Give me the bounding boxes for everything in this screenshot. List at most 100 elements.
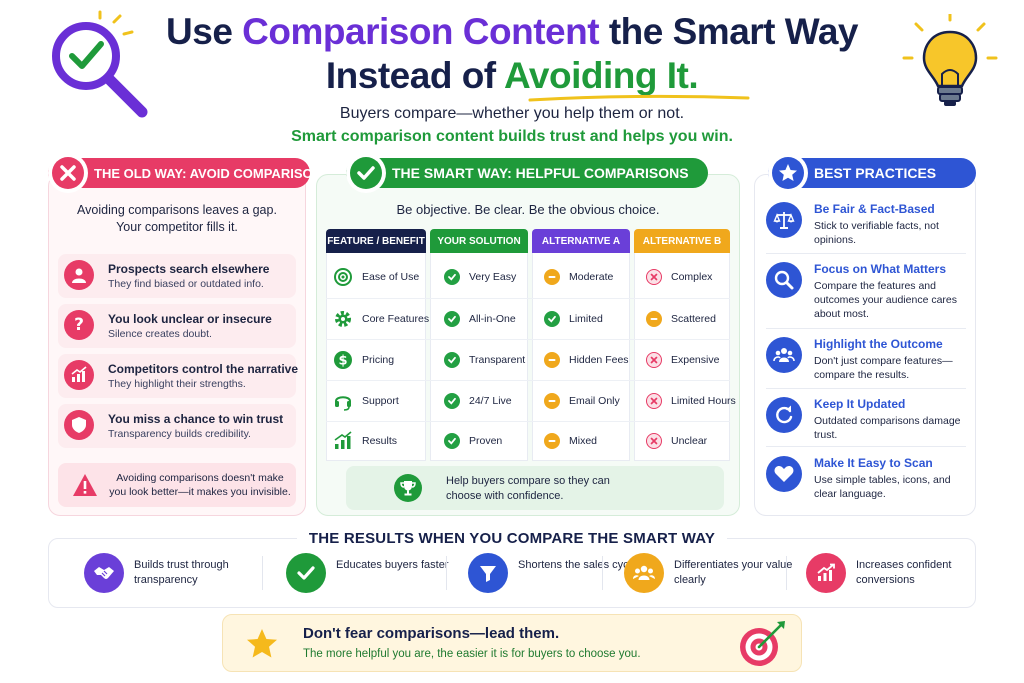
divider	[766, 328, 966, 329]
result-item: Differentiates your value clearly	[624, 553, 794, 593]
smart-way-heading: THE SMART WAY: HELPFUL COMPARISONS	[346, 153, 708, 193]
results-heading-label: THE RESULTS WHEN YOU COMPARE THE SMART W…	[296, 530, 728, 547]
old-way-item: You miss a chance to win trust Transpare…	[58, 404, 296, 448]
check-icon	[544, 311, 560, 327]
divider	[262, 556, 263, 590]
chart-up-icon	[64, 360, 94, 390]
best-practice-desc: Stick to verifiable facts, not opinions.	[814, 220, 939, 246]
check-icon	[444, 269, 460, 285]
growth-icon	[806, 553, 846, 593]
shield-icon	[64, 410, 94, 440]
your-solution-cell: All-in-One	[444, 299, 516, 339]
divider	[602, 556, 603, 590]
best-practice-title: Be Fair & Fact-Based	[814, 202, 935, 216]
x-icon	[646, 352, 662, 368]
scale-icon	[766, 202, 802, 238]
alternative-b-value: Scattered	[671, 313, 716, 325]
divider	[786, 556, 787, 590]
people-icon	[766, 337, 802, 373]
feature-cell: $ Pricing	[332, 340, 394, 380]
old-way-item: Competitors control the narrative They h…	[58, 354, 298, 398]
target-icon	[332, 266, 354, 288]
smart-way-intro: Be objective. Be clear. Be the obvious c…	[396, 202, 660, 217]
alternative-b-value: Unclear	[671, 435, 708, 447]
close-circle-icon	[48, 153, 88, 193]
title-line-1-pre: Use	[166, 11, 243, 52]
old-way-item-desc: They find biased or outdated info.	[108, 278, 264, 290]
result-text: Differentiates your value clearly	[674, 559, 793, 586]
smart-way-footer: Help buyers compare so they can choose w…	[346, 466, 724, 510]
alternative-b-cell: Unclear	[646, 421, 707, 461]
result-item: Shortens the sales cycle	[468, 553, 637, 593]
divider	[766, 388, 966, 389]
result-item: Educates buyers faster	[286, 553, 449, 593]
neutral-icon	[646, 311, 662, 327]
old-way-item: Prospects search elsewhere They find bia…	[58, 254, 296, 298]
best-practice-title: Highlight the Outcome	[814, 337, 943, 351]
footer-title: Don't fear comparisons—lead them.	[303, 625, 560, 642]
alternative-b-value: Complex	[671, 271, 713, 283]
bar-chart-icon	[332, 430, 354, 452]
old-way-item-desc: Transparency builds credibility.	[108, 428, 251, 440]
result-text: Educates buyers faster	[336, 559, 449, 571]
funnel-icon	[468, 553, 508, 593]
target-arrow-icon	[740, 621, 785, 666]
feature-cell: Results	[332, 421, 397, 461]
header: Use Comparison Content the Smart Way Ins…	[0, 0, 1024, 150]
results-heading: THE RESULTS WHEN YOU COMPARE THE SMART W…	[0, 530, 1024, 547]
lightbulb-icon	[902, 14, 998, 106]
best-practices-heading-label: BEST PRACTICES	[814, 165, 937, 181]
your-solution-cell: Very Easy	[444, 257, 516, 297]
best-practice-desc: Don't just compare features—compare the …	[814, 355, 953, 381]
result-item: Increases confident conversions	[806, 553, 966, 593]
alternative-b-value: Expensive	[671, 354, 720, 366]
warning-icon	[73, 474, 97, 496]
old-way-item-title: Prospects search elsewhere	[108, 262, 270, 276]
x-icon	[646, 393, 662, 409]
best-practice-title: Keep It Updated	[814, 397, 906, 411]
old-way-item-desc: They highlight their strengths.	[108, 378, 246, 390]
old-way-item: ? You look unclear or insecure Silence c…	[58, 304, 296, 348]
x-icon	[646, 433, 662, 449]
check-icon	[444, 393, 460, 409]
row-divider	[326, 421, 730, 422]
your-solution-value: All-in-One	[469, 313, 516, 325]
row-divider	[326, 339, 730, 340]
alternative-b-cell: Complex	[646, 257, 712, 297]
old-way-item-title: You look unclear or insecure	[108, 312, 272, 326]
check-circle-icon	[346, 153, 386, 193]
neutral-icon	[544, 433, 560, 449]
smart-way-heading-label: THE SMART WAY: HELPFUL COMPARISONS	[392, 165, 689, 181]
subtitle-1: Buyers compare—whether you help them or …	[339, 105, 685, 122]
neutral-icon	[544, 269, 560, 285]
smart-way-footer-text: Help buyers compare so they can choose w…	[446, 475, 610, 502]
your-solution-value: 24/7 Live	[469, 395, 512, 407]
your-solution-cell: Transparent	[444, 340, 525, 380]
divider	[446, 556, 447, 590]
your-solution-value: Transparent	[469, 354, 526, 366]
alternative-b-cell: Expensive	[646, 340, 719, 380]
old-way-intro-line-1: Avoiding comparisons leaves a gap.	[77, 203, 277, 217]
title-line-1-post: the Smart Way	[599, 11, 859, 52]
user-icon	[64, 260, 94, 290]
alternative-a-cell: Mixed	[544, 421, 597, 461]
feature-label: Results	[362, 435, 398, 447]
feature-cell: Support	[332, 381, 399, 421]
question-icon: ?	[64, 310, 94, 340]
old-way-item-title: You miss a chance to win trust	[108, 412, 284, 426]
result-text: Increases confident conversions	[856, 559, 952, 586]
svg-text:$: $	[338, 354, 347, 369]
title-line-2-pre: Instead of	[325, 55, 505, 96]
heart-icon	[766, 456, 802, 492]
alternative-a-value: Email Only	[569, 395, 620, 407]
old-way-intro-line-2: Your competitor fills it.	[116, 220, 238, 234]
title-line-2: Instead of Avoiding It.	[150, 54, 874, 98]
row-divider	[326, 380, 730, 381]
divider	[766, 253, 966, 254]
result-text: Builds trust through transparency	[134, 559, 229, 586]
feature-label: Core Features	[362, 313, 430, 325]
refresh-icon	[766, 397, 802, 433]
your-solution-value: Very Easy	[469, 271, 517, 283]
footer-desc: The more helpful you are, the easier it …	[303, 648, 641, 660]
your-solution-cell: Proven	[444, 421, 502, 461]
